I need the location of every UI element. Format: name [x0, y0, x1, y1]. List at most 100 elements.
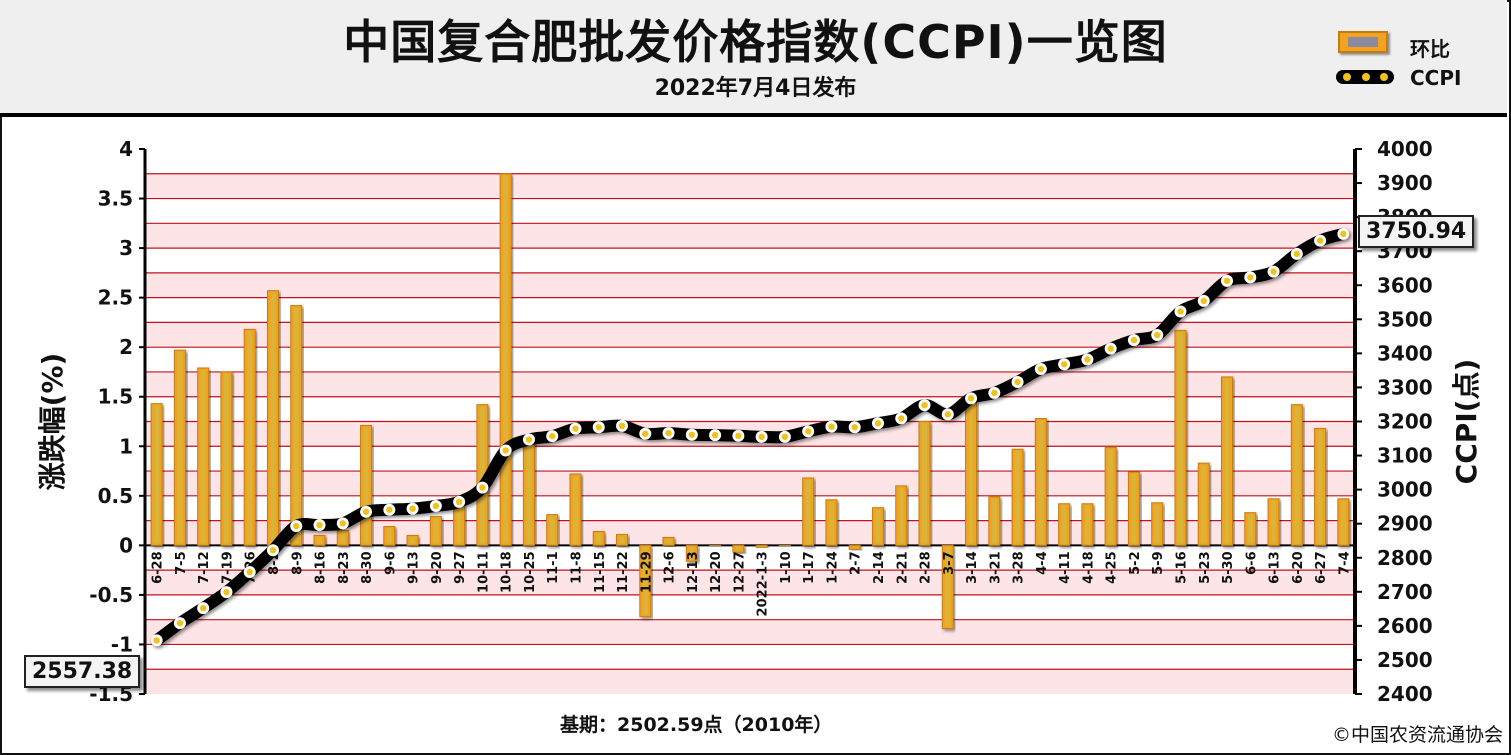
ccpi-point-core — [991, 389, 998, 397]
ccpi-point-core — [502, 447, 509, 454]
legend-bar-swatch-icon — [1338, 31, 1388, 53]
ccpi-point-core — [269, 547, 277, 554]
plot-band — [145, 347, 1355, 372]
x-tick-label: 5-9 — [1151, 551, 1166, 575]
x-tick-label: 5-23 — [1198, 551, 1213, 584]
ccpi-point-core — [362, 508, 370, 515]
ccpi-point-core — [921, 401, 928, 409]
x-tick-label: 9-6 — [383, 551, 398, 575]
right-tick-label: 4000 — [1377, 137, 1433, 161]
plot-band — [145, 149, 1355, 174]
plot-band — [145, 619, 1355, 645]
bar-inner — [572, 476, 578, 544]
bar-inner — [619, 536, 625, 544]
plot-band — [145, 198, 1355, 224]
ccpi-point-core — [1223, 277, 1231, 285]
bar-inner — [875, 509, 881, 544]
x-tick-label: 5-30 — [1221, 551, 1236, 584]
x-tick-label: 6-27 — [1314, 551, 1329, 584]
right-tick-label: 3600 — [1377, 273, 1433, 297]
bar-inner — [1061, 505, 1067, 544]
plot-band — [145, 272, 1355, 298]
ccpi-point-core — [665, 429, 672, 437]
x-tick-label: 11-22 — [616, 551, 631, 593]
x-tick-label: 9-20 — [430, 551, 445, 584]
base-period-note: 基期：2502.59点（2010年） — [560, 714, 833, 736]
x-tick-label: 11-29 — [639, 551, 654, 593]
ccpi-point-core — [874, 420, 882, 427]
x-tick-label: 9-27 — [453, 551, 468, 584]
bar-inner — [968, 403, 974, 544]
ccpi-point-core — [1177, 308, 1184, 315]
end-value-callout: 3750.94 — [1358, 215, 1475, 248]
ccpi-point-core — [642, 430, 649, 437]
x-tick-label: 2-21 — [895, 551, 910, 584]
bar-inner — [666, 539, 672, 544]
right-tick-label: 3900 — [1377, 171, 1433, 195]
x-tick-label: 7-4 — [1337, 551, 1352, 575]
bar-inner — [340, 532, 346, 544]
x-tick-label: 5-16 — [1174, 551, 1189, 584]
left-tick-label: 4 — [119, 137, 133, 161]
left-tick-label: 3 — [119, 236, 133, 260]
x-tick-label: 4-11 — [1058, 551, 1073, 584]
legend-line-swatch-icon — [1336, 70, 1394, 84]
header-band — [0, 0, 1507, 117]
ccpi-point-core — [176, 619, 184, 627]
plot-band — [145, 570, 1355, 595]
ccpi-point-core — [1340, 230, 1347, 238]
left-tick-label: 1 — [119, 434, 133, 458]
ccpi-point-core — [1060, 361, 1068, 368]
bar-inner — [293, 307, 299, 544]
bar-inner — [247, 331, 253, 544]
bar — [755, 544, 768, 548]
ccpi-point-core — [781, 433, 789, 441]
x-tick-label: 10-25 — [523, 551, 538, 593]
x-tick-label: 12-13 — [686, 551, 701, 593]
legend-bar-label: 环比 — [1410, 37, 1450, 61]
ccpi-point-core — [828, 423, 835, 430]
bar-inner — [945, 547, 951, 627]
x-tick-label: 3-21 — [988, 551, 1003, 584]
start-value-callout: 2557.38 — [24, 655, 141, 688]
bar-inner — [1247, 514, 1253, 544]
plot-band — [145, 297, 1355, 323]
bar-inner — [223, 373, 229, 544]
plot-band — [145, 644, 1355, 670]
x-tick-label: 3-28 — [1012, 551, 1027, 584]
bar-inner — [1038, 420, 1044, 544]
bar-inner — [642, 547, 648, 615]
bar-inner — [735, 547, 741, 551]
chart-title: 中国复合肥批发价格指数(CCPI)一览图 — [343, 15, 1168, 69]
bar-inner — [898, 487, 904, 544]
right-tick-label: 2500 — [1377, 648, 1433, 672]
x-tick-label: 11-1 — [546, 551, 561, 584]
x-tick-label: 7-19 — [220, 551, 235, 584]
bar-inner — [596, 533, 602, 544]
x-tick-label: 4-25 — [1105, 551, 1120, 584]
right-tick-label: 2700 — [1377, 580, 1433, 604]
plot-band — [145, 223, 1355, 249]
left-tick-label: -1 — [111, 632, 133, 656]
ccpi-point-core — [1107, 345, 1114, 352]
plot-band — [145, 594, 1355, 620]
ccpi-point-core — [595, 424, 602, 431]
ccpi-point-core — [386, 506, 393, 513]
ccpi-point-core — [711, 431, 719, 439]
x-tick-label: 4-4 — [1035, 551, 1050, 575]
bar — [778, 544, 791, 547]
ccpi-point-core — [339, 520, 346, 527]
bar-inner — [177, 352, 183, 544]
ccpi-point-core — [1270, 268, 1277, 275]
x-tick-label: 12-6 — [663, 551, 678, 584]
plot-band — [145, 545, 1355, 571]
ccpi-point-core — [1154, 331, 1161, 339]
plot-band — [145, 396, 1355, 422]
ccpi-point-core — [432, 502, 440, 510]
ccpi-point-core — [1084, 356, 1091, 363]
bar-inner — [1108, 449, 1114, 544]
x-tick-label: 10-18 — [500, 551, 515, 593]
ccpi-point-core — [898, 415, 905, 422]
bar-inner — [1015, 451, 1021, 544]
